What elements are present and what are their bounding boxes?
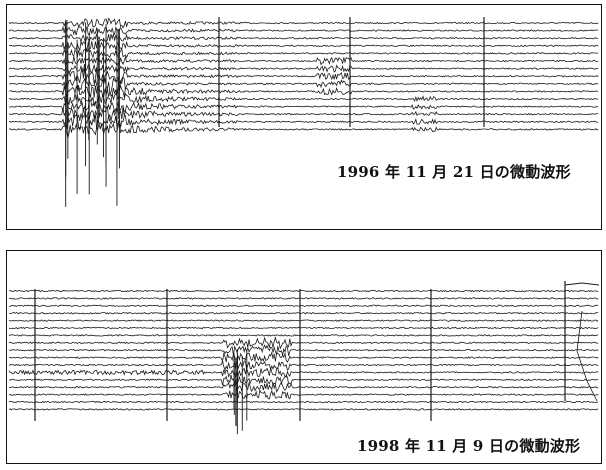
trace-line <box>8 374 599 386</box>
trace-line <box>8 84 599 98</box>
trace-line <box>8 47 599 59</box>
caption-1996: 1996 年 11 月 21 日の微動波形 <box>337 163 571 181</box>
trace-line <box>8 25 599 36</box>
trace-line <box>8 311 599 315</box>
seismogram-traces-1996 <box>8 17 599 207</box>
trace-line <box>8 114 599 131</box>
trace-line <box>8 319 599 322</box>
trace-line <box>8 304 599 308</box>
trace-line <box>8 64 599 75</box>
seismogram-panel-1996: 1996 年 11 月 21 日の微動波形 <box>6 4 602 230</box>
caption-1998: 1998 年 11 月 9 日の微動波形 <box>357 437 581 455</box>
trace-line <box>8 17 599 29</box>
trace-line <box>8 381 599 394</box>
trace-line <box>8 336 599 350</box>
trace-line <box>8 75 599 93</box>
calibration-mark <box>564 282 600 286</box>
seismogram-traces-1998 <box>8 281 600 435</box>
trace-line <box>8 408 599 411</box>
trace-line <box>8 121 599 139</box>
trace-line <box>8 400 599 404</box>
trace-line <box>8 40 599 53</box>
trace-line <box>8 297 599 300</box>
trace-line <box>8 334 599 337</box>
trace-line <box>8 55 599 67</box>
trace-line <box>8 366 599 379</box>
trace-line <box>8 33 599 44</box>
trace-line <box>8 289 599 293</box>
trace-line <box>8 389 599 400</box>
trace-line <box>8 360 599 372</box>
calibration-mark <box>576 310 598 402</box>
seismogram-panel-1998: 1998 年 11 月 9 日の微動波形 <box>6 250 602 464</box>
trace-line <box>9 92 599 106</box>
trace-line <box>8 326 599 330</box>
trace-line <box>8 105 599 122</box>
trace-line <box>8 67 599 85</box>
trace-line <box>8 351 599 363</box>
trace-line <box>9 344 599 356</box>
